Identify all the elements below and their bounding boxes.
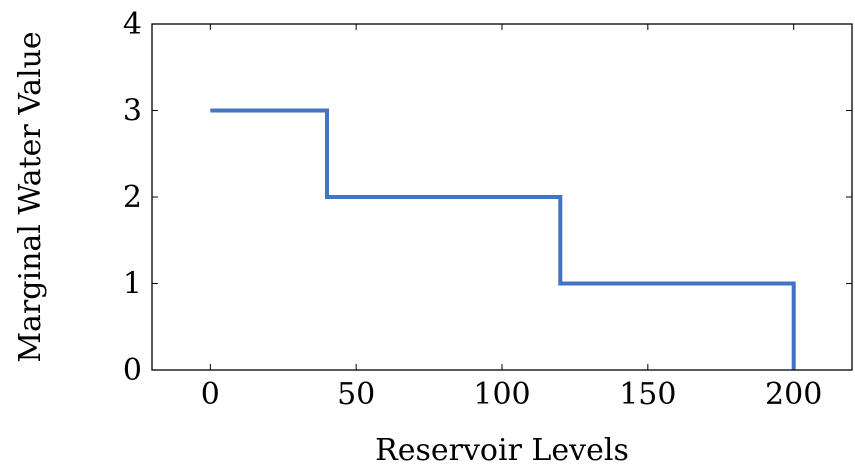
series-layer — [210, 108, 796, 370]
y-tick-label: 4 — [123, 7, 142, 42]
y-tick-label: 1 — [123, 267, 142, 302]
x-tick-label: 100 — [473, 377, 530, 412]
x-tick-label: 0 — [201, 377, 220, 412]
y-tick-label: 0 — [123, 353, 142, 388]
plot-frame — [151, 23, 853, 371]
x-axis-label: Reservoir Levels — [375, 433, 629, 468]
y-axis-label: Marginal Water Value — [13, 31, 48, 362]
y-tick-label: 2 — [123, 180, 142, 215]
x-tick-label: 50 — [337, 377, 375, 412]
labels-layer: Reservoir Levels Marginal Water Value — [13, 31, 629, 468]
y-tick-label: 3 — [123, 94, 142, 129]
ticks-layer: 0 50 100 150 200 0 1 2 3 4 — [123, 7, 852, 412]
x-tick-label: 150 — [619, 377, 676, 412]
x-tick-label: 200 — [765, 377, 822, 412]
series-line — [210, 108, 796, 370]
